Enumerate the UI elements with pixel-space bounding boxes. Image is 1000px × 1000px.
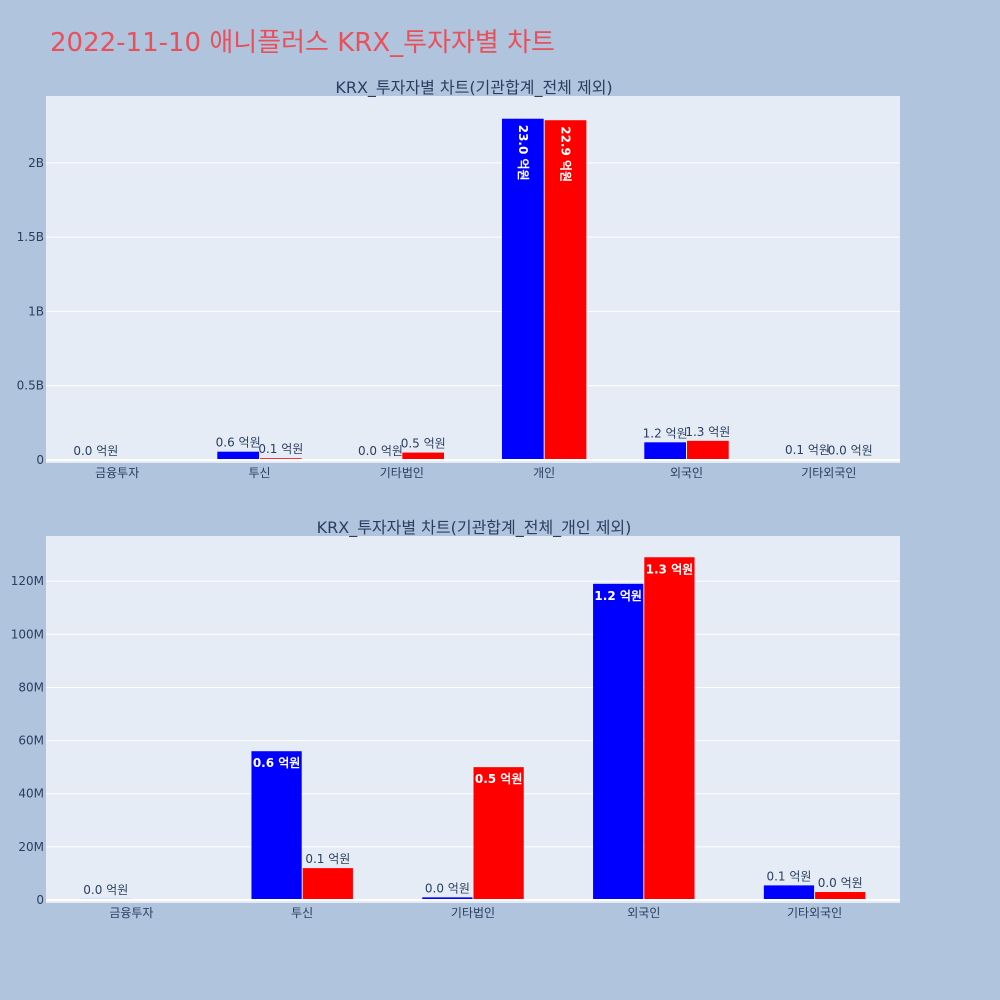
chart1-data-label: 0.0 억원 xyxy=(828,444,873,458)
chart1-data-label: 0.1 억원 xyxy=(785,443,830,457)
chart1-bar xyxy=(217,451,259,460)
chart1-data-label: 0.6 억원 xyxy=(216,436,261,450)
chart2-bar xyxy=(593,583,644,900)
chart2-data-label: 0.0 억원 xyxy=(83,883,128,897)
chart2-bar xyxy=(422,897,473,900)
chart1-plot-area xyxy=(46,96,900,463)
chart2-bar xyxy=(302,868,353,900)
chart1-bar xyxy=(501,118,544,460)
chart1-y-tick-label: 1.5B xyxy=(17,230,44,244)
chart2-x-tick-label: 기타외국인 xyxy=(787,906,842,920)
chart1-x-tick-label: 투신 xyxy=(248,466,270,480)
chart1-x-tick-label: 기타외국인 xyxy=(801,466,856,480)
chart1-x-tick-label: 개인 xyxy=(533,466,555,480)
chart2-bar xyxy=(473,767,524,900)
chart2-x-tick-label: 투신 xyxy=(291,906,313,920)
chart1-x-tick-label: 외국인 xyxy=(670,466,703,480)
chart2-bar xyxy=(815,892,866,900)
chart2-data-label: 1.3 억원 xyxy=(646,562,694,576)
chart2-x-tick-label: 외국인 xyxy=(627,906,660,920)
chart2-y-tick-label: 40M xyxy=(18,787,44,801)
chart2-data-label: 0.5 억원 xyxy=(475,772,523,786)
chart1-data-label: 1.3 억원 xyxy=(685,425,730,439)
chart1-x-tick-label: 금융투자 xyxy=(95,466,139,480)
chart1-bar xyxy=(544,120,587,461)
chart1-data-label: 0.0 억원 xyxy=(358,444,403,458)
chart2-y-tick-label: 60M xyxy=(18,734,44,748)
chart2-data-label: 0.1 억원 xyxy=(766,869,811,883)
chart1-y-tick-label: 1B xyxy=(28,304,44,318)
chart1-bar xyxy=(687,440,729,460)
page-title: 2022-11-10 애니플러스 KRX_투자자별 차트 xyxy=(50,28,555,58)
chart1-x-tick-label: 기타법인 xyxy=(380,466,424,480)
chart1-data-label: 1.2 억원 xyxy=(643,426,688,440)
chart1-title: KRX_투자자별 차트(기관합계_전체 제외) xyxy=(335,78,612,98)
chart2-x-tick-label: 기타법인 xyxy=(451,906,495,920)
chart2-y-tick-label: 80M xyxy=(18,680,44,694)
chart1-y-tick-label: 0 xyxy=(36,453,44,467)
chart2-x-tick-label: 금융투자 xyxy=(109,906,153,920)
chart1-data-label: 0.0 억원 xyxy=(73,444,118,458)
chart2-title: KRX_투자자별 차트(기관합계_전체_개인 제외) xyxy=(317,518,632,538)
chart2-data-label: 0.0 억원 xyxy=(425,881,470,895)
chart2-y-tick-label: 120M xyxy=(11,574,44,588)
chart2-y-tick-label: 0 xyxy=(36,893,44,907)
chart1-bar xyxy=(644,442,686,460)
chart1-y-tick-label: 2B xyxy=(28,156,44,170)
chart2-y-tick-label: 100M xyxy=(11,627,44,641)
chart2-bar xyxy=(644,557,695,900)
chart2-data-label: 1.2 억원 xyxy=(594,589,642,603)
chart1-data-label: 0.5 억원 xyxy=(401,437,446,451)
chart2-y-tick-label: 20M xyxy=(18,840,44,854)
chart1-data-label: 22.9 억원 xyxy=(559,126,573,182)
chart2-plot-area xyxy=(46,536,900,903)
chart1-data-label: 23.0 억원 xyxy=(516,125,530,181)
chart1-bar xyxy=(402,452,445,460)
chart2-data-label: 0.0 억원 xyxy=(818,876,863,890)
chart2-bar xyxy=(763,885,815,900)
chart2-data-label: 0.6 억원 xyxy=(253,756,301,770)
chart1-y-tick-label: 0.5B xyxy=(17,379,44,393)
chart1-data-label: 0.1 억원 xyxy=(258,442,303,456)
chart2-data-label: 0.1 억원 xyxy=(305,852,350,866)
chart2-bar xyxy=(251,751,302,900)
